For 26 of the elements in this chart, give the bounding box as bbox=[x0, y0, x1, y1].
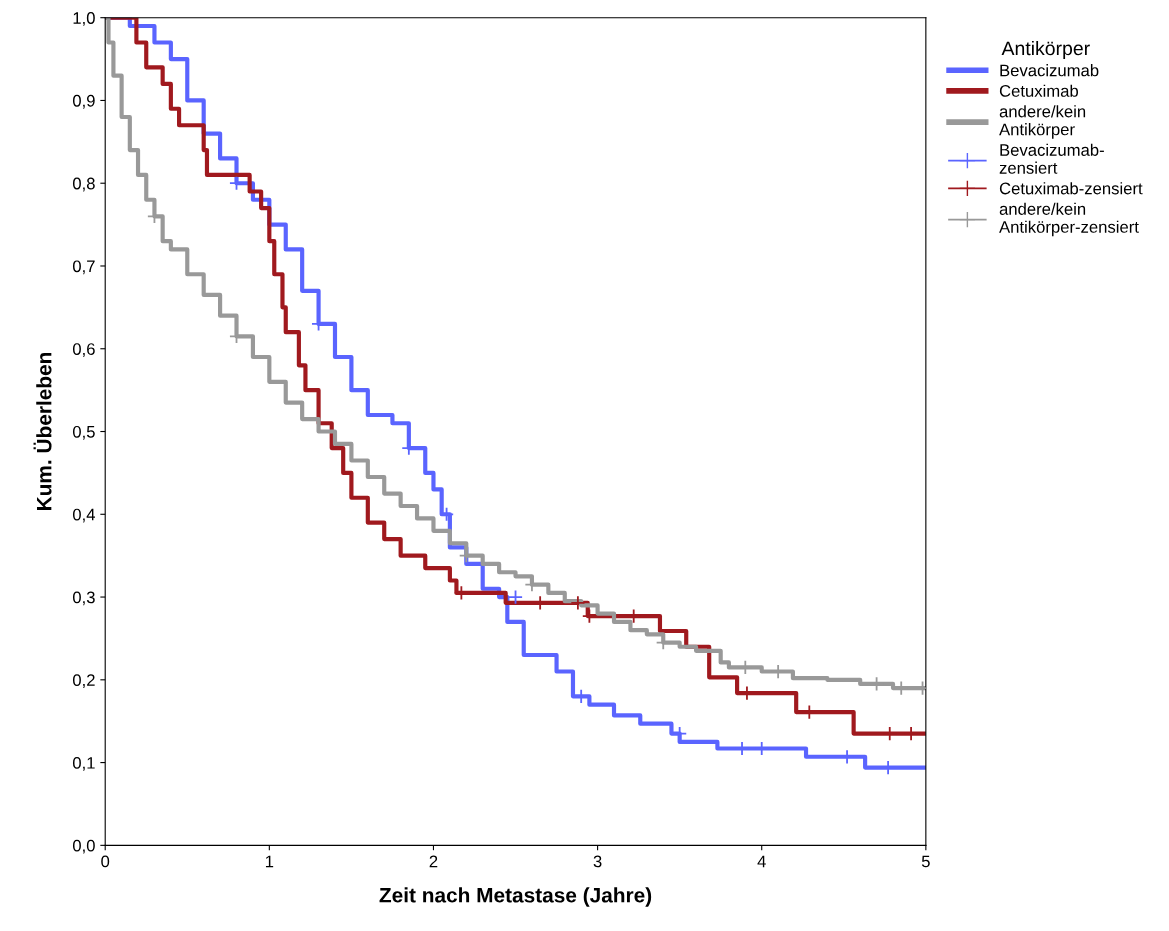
y-tick-label: 1,0 bbox=[73, 12, 95, 26]
y-tick-label: 0,6 bbox=[72, 343, 95, 357]
x-tick-label: 3 bbox=[593, 855, 602, 868]
x-tick-label: 5 bbox=[921, 855, 930, 868]
legend-label: Cetuximab bbox=[999, 84, 1079, 97]
legend-label: andere/kein Antikörper-zensiert bbox=[999, 202, 1139, 237]
y-tick-label: 0,1 bbox=[72, 756, 95, 771]
y-tick-label: 0,9 bbox=[72, 94, 95, 109]
legend-label: Bevacizumab bbox=[1000, 64, 1099, 77]
y-tick-label: 0,4 bbox=[72, 508, 95, 523]
y-tick-label: 0,0 bbox=[72, 839, 95, 854]
x-tick-label: 1 bbox=[265, 855, 274, 868]
y-tick-label: 0,5 bbox=[72, 425, 95, 440]
y-tick-label: 0,2 bbox=[72, 674, 95, 688]
x-tick-label: 4 bbox=[757, 855, 766, 868]
x-tick-label: 2 bbox=[429, 855, 438, 868]
x-axis-title: Zeit nach Metastase (Jahre) bbox=[379, 887, 652, 907]
legend-label: Cetuximab-zensiert bbox=[999, 182, 1143, 195]
legend-label: Bevacizumab-zensiert bbox=[999, 143, 1104, 174]
x-tick-label: 0 bbox=[101, 855, 110, 868]
y-tick-label: 0,7 bbox=[72, 260, 95, 275]
legend-label: andere/kein Antikörper bbox=[999, 105, 1086, 139]
y-tick-label: 0,3 bbox=[72, 591, 95, 606]
y-tick-label: 0,8 bbox=[72, 177, 95, 192]
y-axis-title: Kum. Überleben bbox=[33, 352, 52, 510]
legend-title: Antikörper bbox=[1001, 40, 1090, 60]
